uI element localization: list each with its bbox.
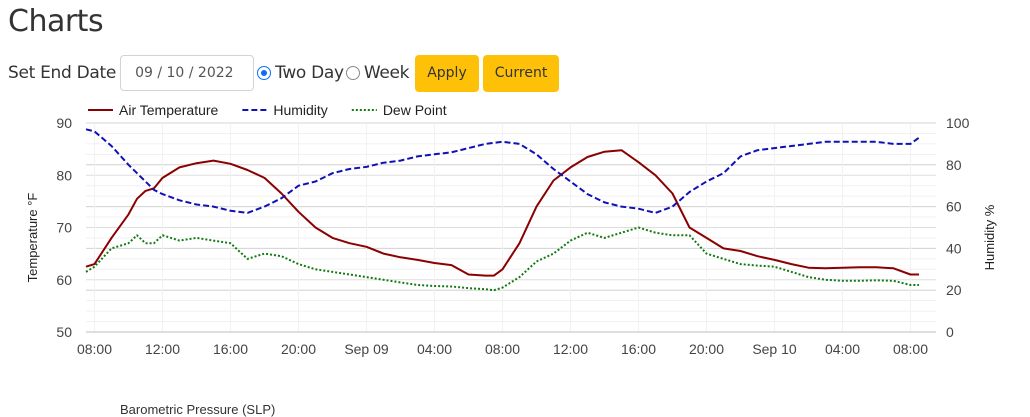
y-left-tick-label: 50 — [56, 324, 72, 340]
x-tick-label: 16:00 — [621, 341, 656, 357]
x-tick-label: 04:00 — [417, 341, 452, 357]
y-right-tick-label: 60 — [946, 199, 962, 215]
two-day-radio[interactable]: Two Day — [257, 63, 344, 83]
y-right-tick-label: 0 — [946, 324, 954, 340]
y-left-tick-label: 80 — [56, 167, 72, 183]
week-radio[interactable]: Week — [345, 63, 410, 83]
two-day-radio-dot[interactable] — [257, 66, 272, 80]
x-tick-label: 12:00 — [145, 341, 180, 357]
next-chart-title: Barometric Pressure (SLP) — [120, 402, 276, 417]
end-date-label: Set End Date — [8, 63, 117, 83]
x-tick-label: 04:00 — [825, 341, 860, 357]
week-radio-dot[interactable] — [345, 66, 360, 80]
y-left-axis-title: Temperature °F — [25, 193, 40, 283]
current-button[interactable]: Current — [482, 54, 560, 92]
page-title: Charts — [8, 4, 104, 39]
y-right-tick-label: 80 — [946, 157, 962, 173]
chart-controls: Set End Date Two Day Week Apply Current — [8, 54, 560, 92]
series-line-dew-point — [85, 226, 919, 292]
series-line-air-temperature — [85, 149, 919, 277]
y-left-tick-label: 70 — [56, 220, 72, 236]
y-right-axis-title: Humidity % — [982, 204, 997, 270]
x-tick-label: 08:00 — [893, 341, 928, 357]
end-date-input[interactable] — [120, 55, 255, 91]
y-right-tick-label: 40 — [946, 240, 962, 256]
x-tick-label: Sep 09 — [344, 341, 389, 357]
x-tick-label: 08:00 — [77, 341, 112, 357]
y-left-tick-label: 90 — [56, 115, 72, 131]
legend-label: Humidity — [273, 102, 327, 118]
week-radio-label[interactable]: Week — [363, 63, 410, 83]
y-left-tick-label: 60 — [56, 272, 72, 288]
y-right-tick-label: 100 — [946, 115, 970, 131]
apply-button[interactable]: Apply — [415, 54, 479, 92]
x-tick-label: 08:00 — [485, 341, 520, 357]
two-day-radio-label[interactable]: Two Day — [275, 63, 344, 83]
x-tick-label: 12:00 — [553, 341, 588, 357]
x-tick-label: Sep 10 — [752, 341, 797, 357]
series-line-humidity — [85, 128, 920, 214]
legend-label: Dew Point — [383, 102, 447, 118]
y-right-tick-label: 20 — [946, 282, 962, 298]
x-tick-label: 20:00 — [281, 341, 316, 357]
legend-label: Air Temperature — [119, 102, 219, 118]
weather-chart: 50 60 70 80 90 0 20 40 60 80 100 08:00 12:00 16:00 20:… — [25, 102, 997, 357]
x-tick-label: 20:00 — [689, 341, 724, 357]
x-tick-label: 16:00 — [213, 341, 248, 357]
